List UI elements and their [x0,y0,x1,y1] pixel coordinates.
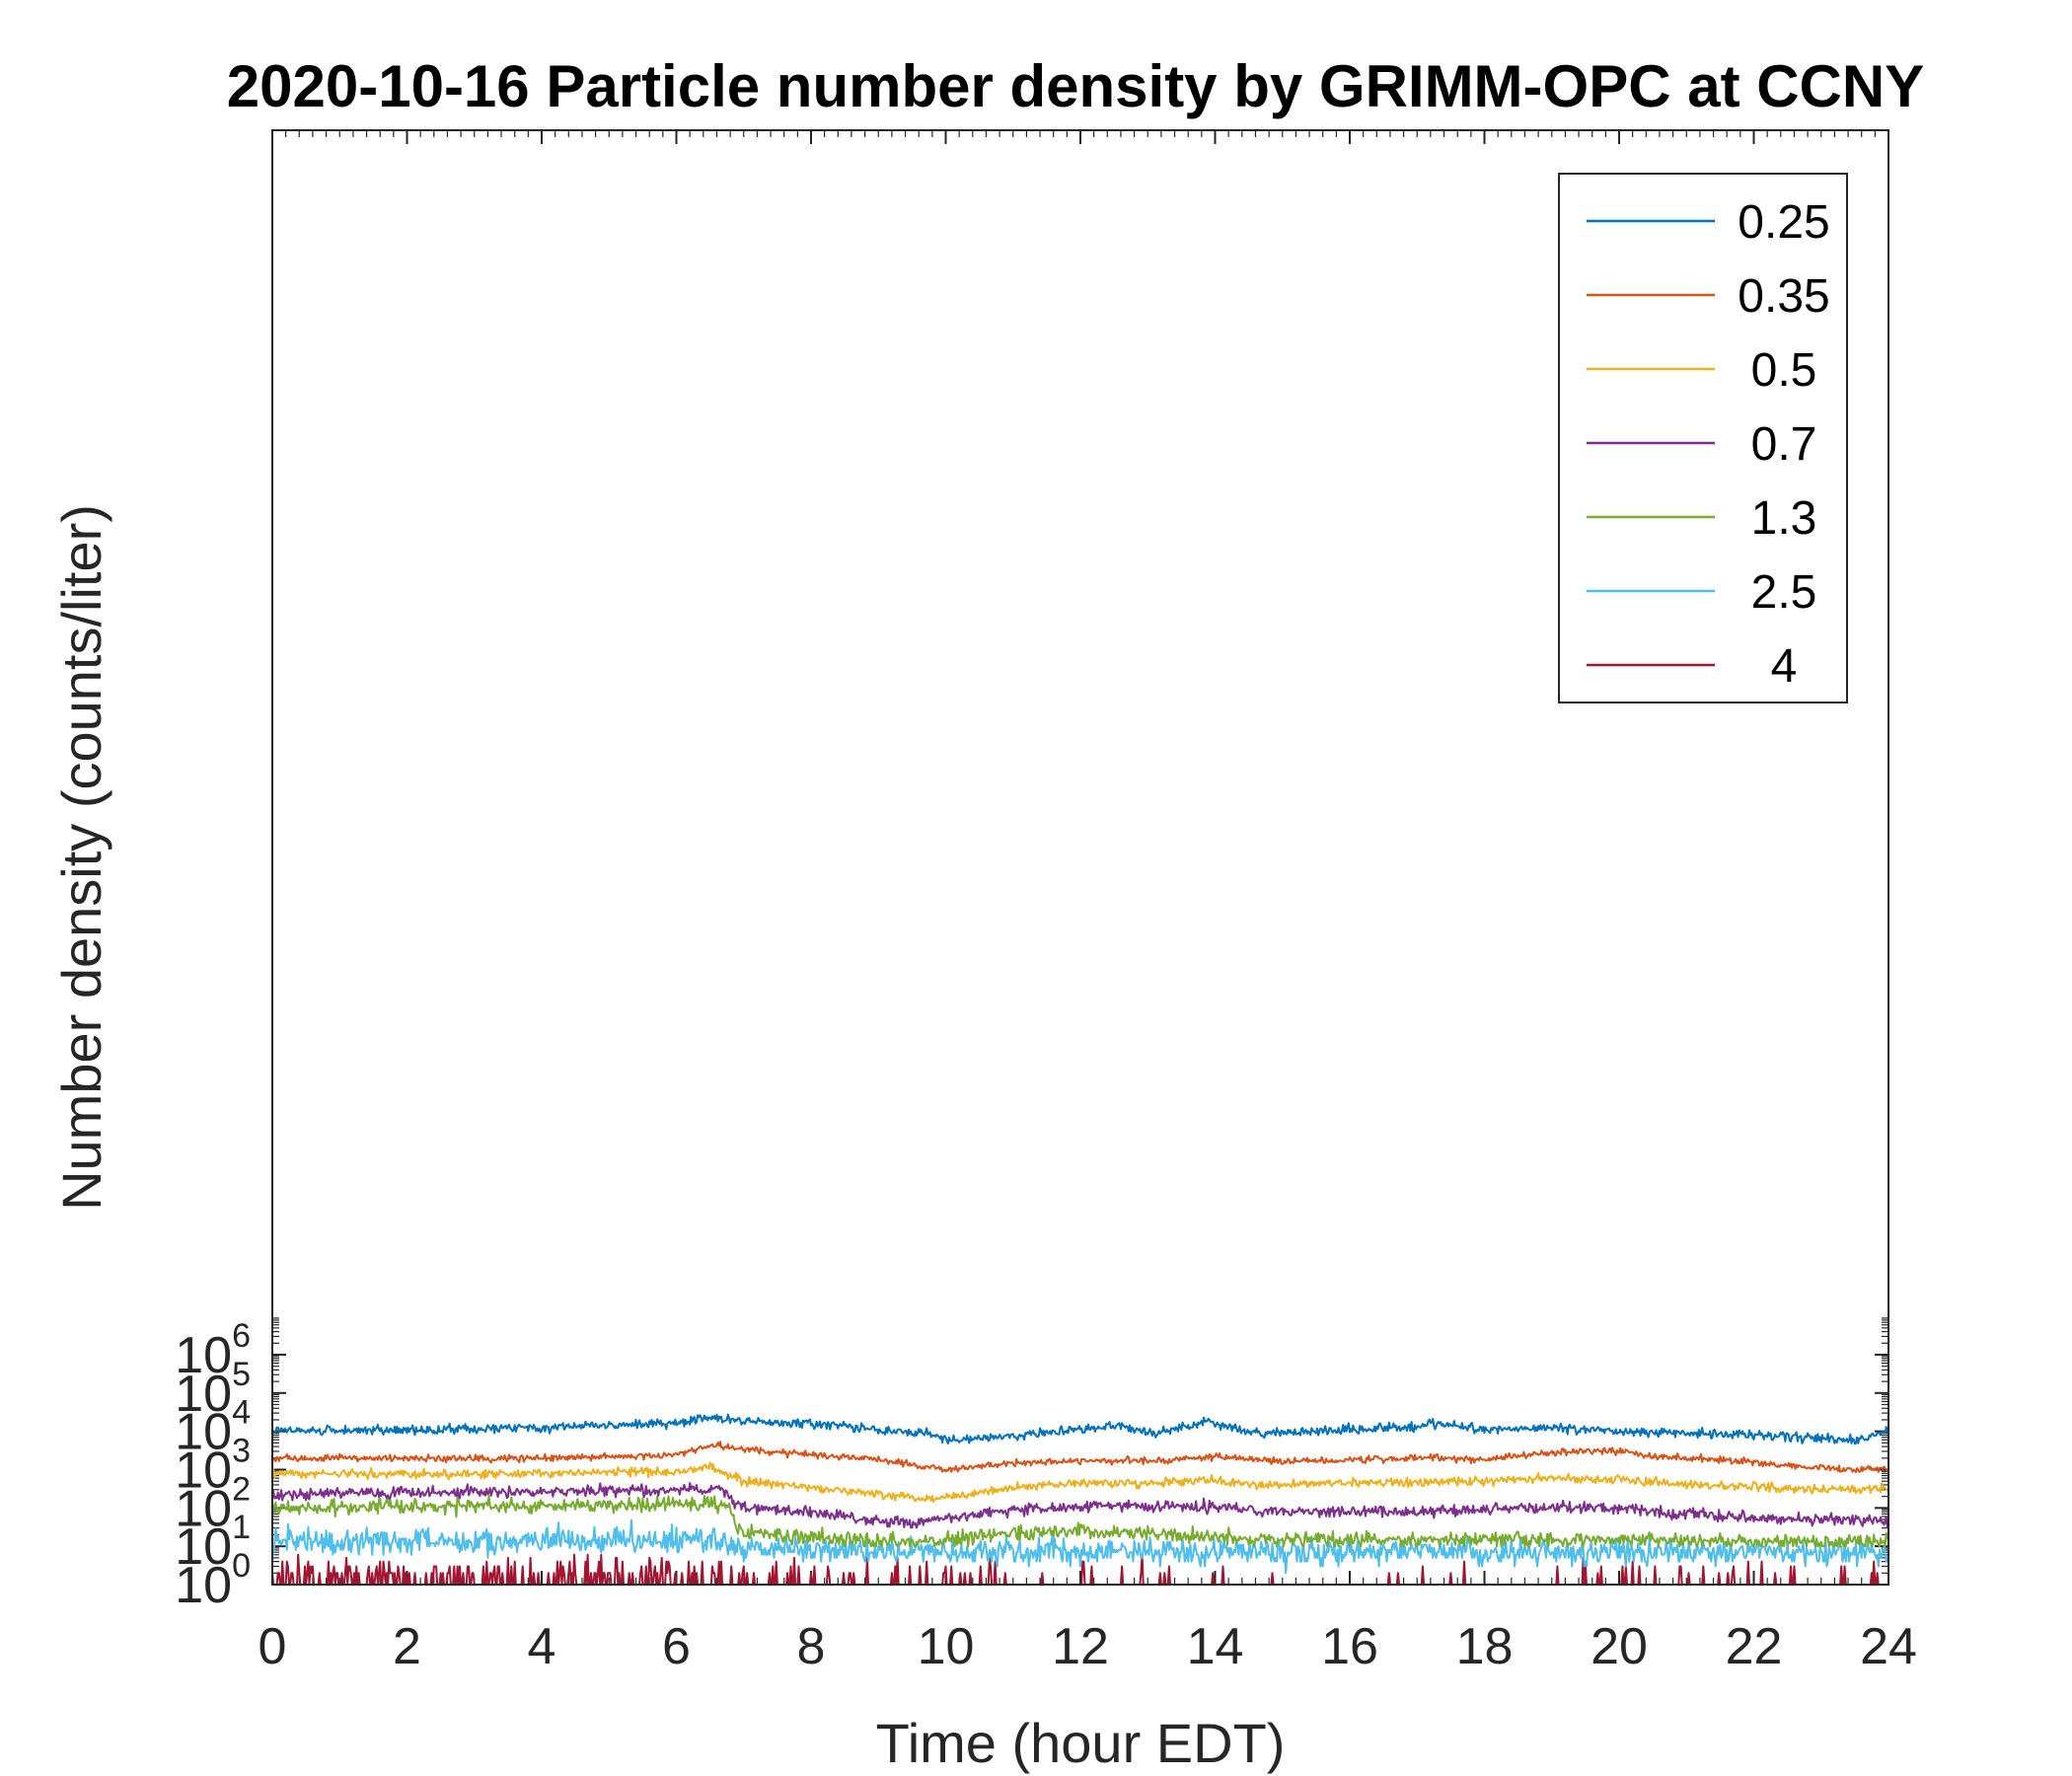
y-tick-label: 105 [175,1356,251,1423]
y-axis-label: Number density (counts/liter) [50,504,112,1211]
legend-box [1558,173,1848,703]
x-tick-label: 0 [259,1618,287,1675]
x-tick-label: 8 [797,1618,826,1675]
legend-label: 0.7 [1751,418,1817,471]
y-tick-label: 104 [175,1394,251,1461]
legend-label: 0.5 [1751,344,1817,397]
legend: 0.25 0.35 0.5 0.7 1.3 2.5 4 [1558,173,1848,703]
legend-label: 1.3 [1751,492,1817,545]
x-tick-label: 10 [918,1618,975,1675]
plot-frame [271,129,1889,1586]
legend-label: 0.25 [1738,196,1829,249]
series-group [271,1413,1889,1586]
x-tick-label: 22 [1726,1618,1783,1675]
x-tick-label: 12 [1052,1618,1109,1675]
legend-label: 4 [1771,640,1798,693]
series-line-0.35 [271,1441,1889,1474]
x-tick-label: 2 [393,1618,421,1675]
y-tick-label: 103 [175,1433,251,1500]
x-tick-label: 24 [1860,1618,1917,1675]
series-line-0.7 [271,1482,1889,1529]
series-line-1.3 [271,1493,1889,1548]
legend-label: 2.5 [1751,566,1817,619]
y-tick-label: 106 [175,1317,251,1384]
x-tick-label: 16 [1321,1618,1378,1675]
x-tick-label: 4 [528,1618,556,1675]
y-tick-label: 102 [175,1470,251,1537]
series-line-0.25 [271,1413,1889,1445]
y-tick-label: 100 [175,1547,251,1614]
x-tick-labels: 0 2 4 6 8 10 12 14 16 18 20 22 24 [259,1618,1917,1675]
chart-title: 2020-10-16 Particle number density by GR… [227,53,1925,119]
x-tick-label: 20 [1591,1618,1648,1675]
series-line-0.5 [271,1461,1889,1504]
legend-label: 0.35 [1738,270,1829,323]
x-tick-label: 6 [662,1618,691,1675]
y-tick-label: 101 [175,1509,251,1576]
x-axis-label: Time (hour EDT) [876,1712,1286,1774]
x-tick-label: 18 [1456,1618,1514,1675]
x-tick-label: 14 [1187,1618,1244,1675]
